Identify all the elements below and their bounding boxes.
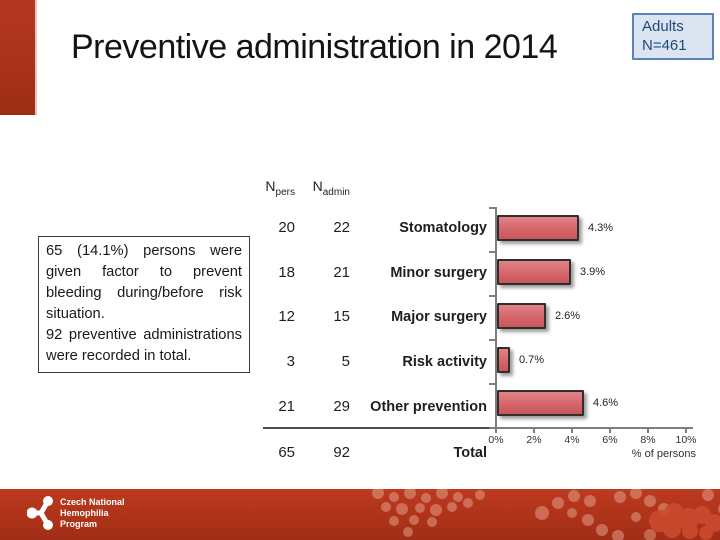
bar-value-label: 2.6% [555,310,581,322]
table-row: 21 29 Other prevention [240,398,487,416]
x-axis-tick [609,429,611,433]
note-box: 65 (14.1%) persons were given factor to … [38,236,250,373]
bar-value-label: 0.7% [519,354,545,366]
bar-risk-activity [497,347,510,373]
x-axis-label: 2% [526,434,542,446]
bar-major-surgery [497,303,546,329]
org-branding: Czech National Hemophilia Program [27,494,125,532]
chart-x-axis [495,427,693,429]
bar-value-label: 3.9% [580,266,606,278]
y-axis-tick [489,383,495,385]
note-paragraph-1: 65 (14.1%) persons were given factor to … [46,243,242,322]
y-axis-tick [489,427,495,429]
x-axis-title: % of persons [631,448,696,460]
npers-value: 18 [278,264,295,281]
table-row: 18 21 Minor surgery [240,264,487,282]
x-axis-tick [533,429,535,433]
adults-badge-line1: Adults [642,18,684,35]
table-separator [263,427,493,429]
table-row: 20 22 Stomatology [240,219,487,237]
bar-row: 0.7% [497,347,544,373]
x-axis-label: 10% [675,434,697,446]
accent-bar [0,0,37,115]
y-axis-tick [489,207,495,209]
footer: Czech National Hemophilia Program [0,489,720,540]
npers-value: 21 [278,398,295,415]
org-name-line3: Program [60,518,98,529]
npers-value: 3 [286,353,295,370]
npers-value: 12 [278,308,295,325]
chart-y-axis [495,207,497,429]
table-header-nadmin: Nadmin [312,178,350,198]
x-axis-tick [495,429,497,433]
x-axis-label: 6% [602,434,618,446]
nadmin-value: 29 [333,398,350,415]
x-axis-tick [647,429,649,433]
table-total-row: 65 92 Total [240,444,487,462]
y-axis-tick [489,251,495,253]
adults-badge: Adults N=461 [632,13,714,60]
x-axis-tick [571,429,573,433]
nadmin-value: 22 [333,219,350,236]
bar-minor-surgery [497,259,571,285]
category-label: Major surgery [391,309,487,325]
nadmin-value: 5 [341,353,350,370]
nadmin-value: 21 [333,264,350,281]
y-axis-tick [489,295,495,297]
bar-stomatology [497,215,579,241]
page-title: Preventive administration in 2014 [71,28,558,66]
org-name: Czech National Hemophilia Program [60,497,125,530]
bar-row: 3.9% [497,259,605,285]
table-row: 3 5 Risk activity [240,353,487,371]
npers-total: 65 [278,444,295,461]
category-label: Risk activity [402,354,487,370]
x-axis-label: 0% [488,434,504,446]
y-axis-tick [489,339,495,341]
nadmin-value: 15 [333,308,350,325]
total-label: Total [453,445,487,461]
footer-pattern [372,489,720,540]
x-axis-label: 8% [640,434,656,446]
npers-value: 20 [278,219,295,236]
x-axis-tick [685,429,687,433]
category-label: Stomatology [399,220,487,236]
org-logo-icon [27,496,53,530]
bar-other-prevention [497,390,584,416]
adults-badge-line2: N=461 [642,37,687,54]
note-paragraph-2: 92 preventive adminis­trations were reco… [46,327,242,364]
bar-row: 4.3% [497,215,613,241]
table-header: Npers Nadmin [240,177,487,198]
table-header-npers: Npers [265,178,295,198]
org-name-line2: Hemophilia [60,507,109,518]
bar-value-label: 4.3% [588,222,614,234]
bar-row: 2.6% [497,303,580,329]
nadmin-total: 92 [333,444,350,461]
bar-row: 4.6% [497,390,618,416]
bar-value-label: 4.6% [593,397,619,409]
x-axis-label: 4% [564,434,580,446]
table-row: 12 15 Major surgery [240,308,487,326]
category-label: Minor surgery [390,265,487,281]
category-label: Other prevention [370,399,487,415]
org-name-line1: Czech National [60,496,125,507]
